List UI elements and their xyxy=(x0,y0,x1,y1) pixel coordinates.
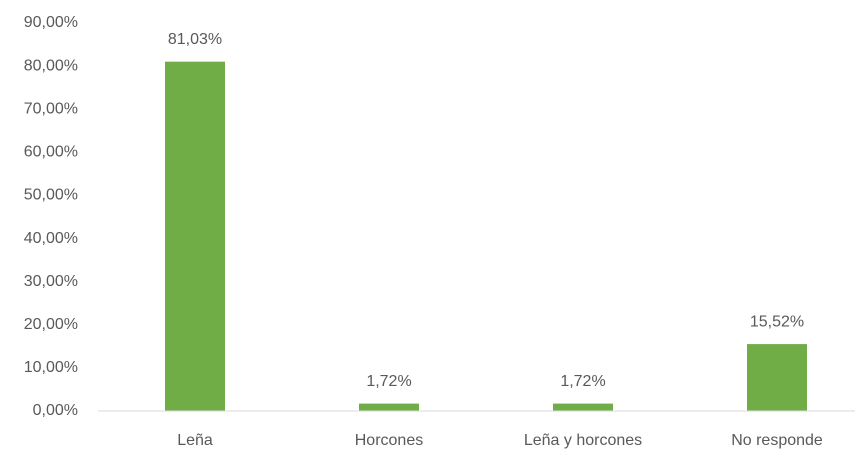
y-tick-label: 10,00% xyxy=(24,359,78,376)
y-tick-label: 90,00% xyxy=(24,14,78,31)
y-tick-label: 60,00% xyxy=(24,144,78,161)
bar xyxy=(747,344,807,411)
x-tick-label: Leña y horcones xyxy=(524,432,642,449)
x-tick-label: Horcones xyxy=(355,432,423,449)
x-tick-label: No responde xyxy=(731,432,823,449)
bar xyxy=(553,403,613,411)
data-label: 1,72% xyxy=(366,373,411,390)
x-tick-label: Leña xyxy=(177,432,213,449)
data-label: 1,72% xyxy=(560,373,605,390)
y-tick-label: 70,00% xyxy=(24,100,78,117)
y-tick-label: 40,00% xyxy=(24,230,78,247)
y-tick-label: 80,00% xyxy=(24,57,78,74)
y-tick-label: 20,00% xyxy=(24,316,78,333)
bar xyxy=(359,403,419,411)
y-tick-label: 0,00% xyxy=(33,402,78,419)
data-label: 81,03% xyxy=(168,31,222,48)
bar xyxy=(165,61,225,412)
y-tick-label: 30,00% xyxy=(24,273,78,290)
data-label: 15,52% xyxy=(750,313,804,330)
y-tick-label: 50,00% xyxy=(24,187,78,204)
